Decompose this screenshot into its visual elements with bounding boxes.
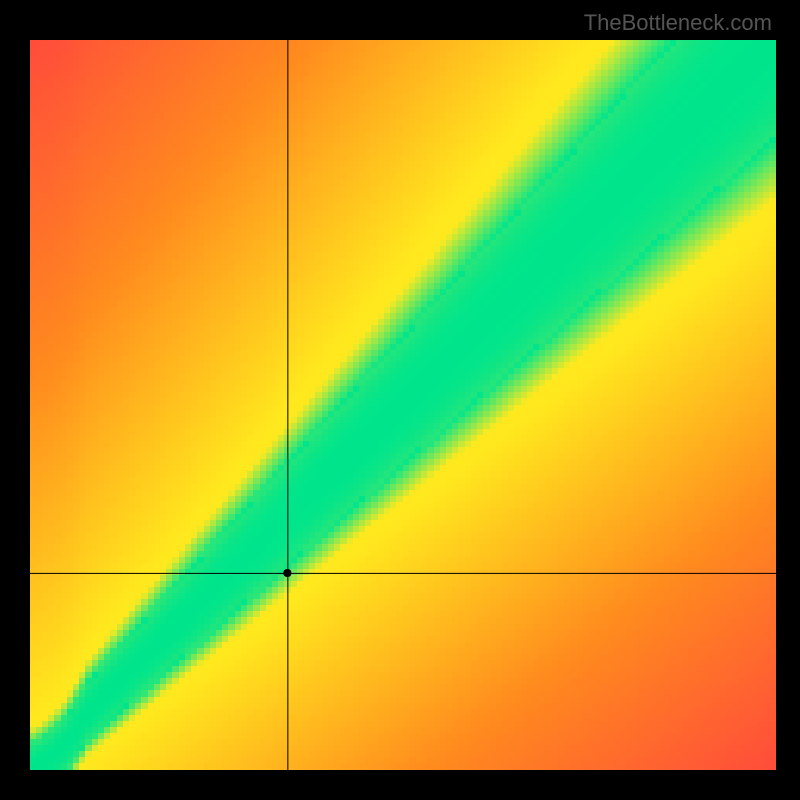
heatmap-canvas (30, 40, 776, 770)
watermark: TheBottleneck.com (584, 10, 772, 36)
chart-frame: { "watermark": { "text": "TheBottleneck.… (0, 0, 800, 800)
plot-area (30, 40, 776, 770)
